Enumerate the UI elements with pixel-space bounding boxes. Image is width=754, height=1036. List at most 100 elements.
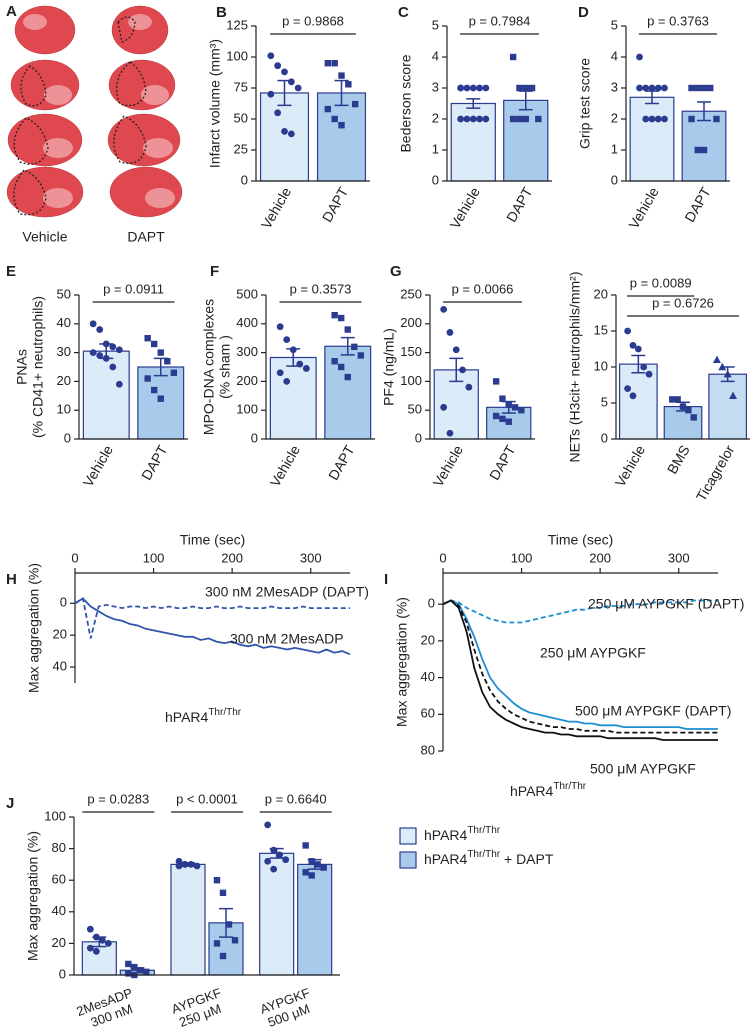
- panel-letter: I: [384, 571, 388, 588]
- y-axis-label: PNAs: [14, 349, 30, 385]
- data-point: [281, 68, 288, 76]
- data-point: [267, 52, 275, 60]
- data-point: [170, 369, 178, 376]
- y-tick-label: 40: [52, 903, 66, 918]
- data-point: [331, 60, 338, 67]
- data-point: [276, 323, 284, 331]
- error-bar: [99, 343, 114, 360]
- legend-suffix: + DAPT: [500, 851, 554, 867]
- data-point: [661, 84, 668, 92]
- data-point: [700, 84, 708, 92]
- y-tick-label: 100: [400, 373, 422, 388]
- data-point: [287, 78, 295, 86]
- y-tick-label: 20: [57, 373, 71, 388]
- data-point: [157, 349, 164, 356]
- error-bar: [153, 357, 168, 377]
- legend-swatch: [399, 827, 417, 845]
- data-point: [98, 936, 106, 944]
- data-point: [264, 821, 272, 829]
- data-point: [661, 115, 668, 123]
- panel-letter: E: [6, 263, 16, 280]
- y-tick-label: 0: [611, 172, 618, 187]
- data-point: [688, 84, 695, 92]
- data-point: [270, 865, 278, 873]
- data-point: [648, 115, 656, 123]
- data-point: [492, 412, 500, 420]
- panel-letter: G: [390, 263, 402, 280]
- y-tick-label: 0: [251, 430, 258, 445]
- error-bar: [720, 366, 735, 383]
- data-point: [331, 311, 338, 319]
- data-point: [125, 960, 132, 968]
- data-point: [151, 386, 158, 394]
- x-tick-label: Ticagrelor: [693, 442, 738, 504]
- y-tick-label: 40: [57, 315, 71, 330]
- data-point: [654, 84, 662, 92]
- y-tick-label: 0: [60, 595, 67, 610]
- y-tick-label: 75: [234, 79, 248, 94]
- note-base: hPAR4: [510, 783, 554, 799]
- data-point: [338, 72, 345, 79]
- y-tick-label: 5: [601, 394, 608, 409]
- y-tick-label: 20: [53, 627, 67, 642]
- data-point: [492, 378, 500, 385]
- y-tick-label: 20: [52, 935, 66, 950]
- data-point: [213, 940, 221, 947]
- panel-letter: B: [216, 4, 227, 21]
- data-point: [231, 937, 239, 944]
- p-value: p < 0.0001: [176, 791, 238, 806]
- x-tick-label: DAPT: [319, 184, 352, 225]
- data-point: [193, 862, 201, 870]
- data-point: [351, 343, 358, 351]
- data-point: [463, 84, 471, 92]
- data-point: [694, 84, 701, 92]
- data-point: [636, 84, 643, 92]
- y-axis-label: Max aggregation (%): [26, 563, 42, 693]
- y-tick-label: 2: [432, 110, 439, 125]
- bar: [503, 99, 549, 182]
- y-axis-label: Bederson score: [398, 54, 414, 152]
- y-tick-label: 15: [594, 322, 608, 337]
- p-value: p = 0.3763: [647, 13, 709, 28]
- data-point: [115, 380, 123, 388]
- data-point: [499, 395, 506, 402]
- data-point: [509, 115, 517, 123]
- error-bar: [340, 336, 355, 356]
- note-text: hPAR4Thr/Thr: [165, 707, 242, 725]
- data-point: [274, 109, 282, 117]
- error-bar: [645, 90, 659, 105]
- x-tick-label: 200: [589, 550, 611, 565]
- x-tick-label: Vehicle: [80, 442, 117, 489]
- data-point: [690, 414, 697, 421]
- data-point: [175, 857, 183, 865]
- data-point: [482, 115, 490, 123]
- data-point: [267, 90, 275, 98]
- p-value: p = 0.0089: [630, 275, 692, 290]
- data-point: [640, 363, 648, 371]
- x-tick-label: 300: [668, 550, 690, 565]
- data-point: [522, 84, 529, 92]
- y-tick-label: 0: [428, 596, 435, 611]
- series-label: 500 μM AYPGKF (DAPT): [575, 703, 731, 719]
- p-value: p = 0.6726: [652, 295, 714, 310]
- data-point: [629, 342, 637, 349]
- bar: [82, 350, 130, 440]
- data-point: [688, 115, 695, 123]
- data-point: [357, 352, 365, 359]
- error-bar: [631, 354, 646, 374]
- y-tick-label: 10: [57, 402, 71, 417]
- data-point: [137, 967, 144, 974]
- data-point: [324, 60, 332, 67]
- x-tick-label: DAPT: [486, 442, 519, 483]
- p-value: p = 0.6640: [265, 791, 327, 806]
- x-tick-label: Vehicle: [258, 184, 295, 231]
- x-tick-label: 100: [143, 550, 165, 565]
- data-point: [482, 84, 490, 92]
- y-tick-label: 4: [611, 48, 618, 63]
- series-line: [74, 597, 351, 656]
- p-value: p = 0.0911: [103, 281, 164, 296]
- data-point: [264, 857, 272, 865]
- data-point: [446, 429, 454, 437]
- data-point: [144, 375, 151, 382]
- series-line: [442, 599, 718, 741]
